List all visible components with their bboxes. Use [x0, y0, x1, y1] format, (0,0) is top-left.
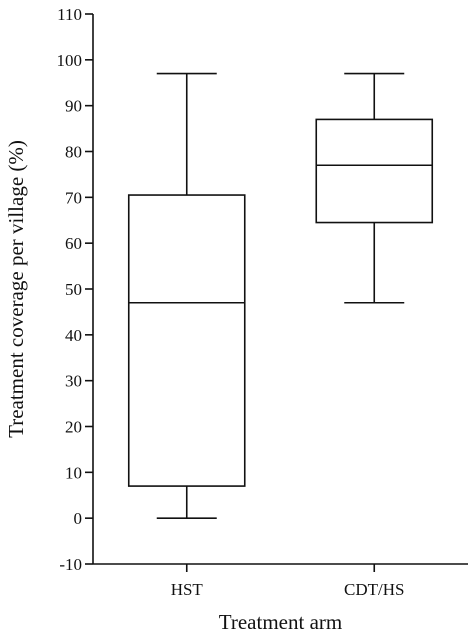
y-tick-label: -10	[59, 555, 82, 574]
x-tick-label: HST	[171, 580, 204, 599]
y-tick-label: 100	[57, 51, 83, 70]
iqr-box	[127, 194, 246, 487]
x-axis-title: Treatment arm	[219, 610, 342, 634]
y-tick-label: 10	[65, 463, 82, 482]
y-axis-tick-labels: -10 0 10 20 30 40 50 60 70 80 90 100 110	[57, 5, 83, 574]
box-hst	[127, 72, 246, 519]
y-tick-label: 50	[65, 280, 82, 299]
iqr-box	[315, 118, 434, 224]
y-axis-title: Treatment coverage per village (%)	[4, 140, 28, 438]
x-tick-label: CDT/HS	[344, 580, 404, 599]
y-tick-label: 30	[65, 372, 82, 391]
box-cdt-hs	[315, 72, 434, 304]
x-axis-ticks	[185, 564, 376, 572]
y-tick-label: 0	[74, 509, 83, 528]
y-tick-label: 70	[65, 188, 82, 207]
y-tick-label: 40	[65, 326, 82, 345]
y-tick-label: 80	[65, 143, 82, 162]
y-tick-label: 60	[65, 234, 82, 253]
y-axis-ticks	[85, 13, 93, 565]
y-tick-label: 20	[65, 418, 82, 437]
x-axis-tick-labels: HST CDT/HS	[171, 580, 405, 599]
y-tick-label: 90	[65, 97, 82, 116]
box-series	[127, 72, 434, 519]
y-tick-label: 110	[57, 5, 82, 24]
